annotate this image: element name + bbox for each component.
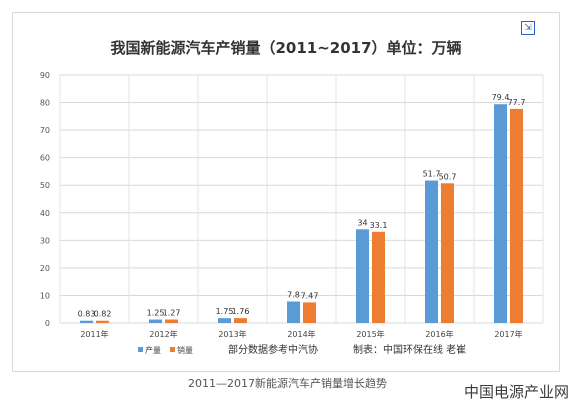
x-tick-label: 2014年 [287, 329, 315, 339]
y-tick-label: 20 [40, 264, 50, 273]
bar-sales [234, 318, 247, 323]
y-tick-label: 10 [40, 291, 50, 300]
y-axis: 0 10 20 30 40 50 60 70 80 90 [40, 71, 50, 328]
y-tick-label: 90 [40, 71, 50, 80]
legend-label: 产量 [145, 345, 161, 355]
data-label: 51.7 [423, 170, 441, 179]
bar-sales [441, 183, 454, 323]
y-tick-label: 50 [40, 181, 50, 190]
legend-label: 销量 [177, 345, 193, 355]
y-tick-label: 80 [40, 99, 50, 108]
data-label: 7.47 [301, 291, 319, 300]
bar-production [494, 104, 507, 323]
bar-production [425, 180, 438, 323]
figure-caption: 2011—2017新能源汽车产销量增长趋势 [188, 377, 387, 390]
y-tick-label: 70 [40, 126, 50, 135]
x-axis: 2011年 2012年 2013年 2014年 2015年 2016年 2017年 [80, 329, 522, 339]
data-label: 34 [357, 218, 367, 227]
data-labels: 0.830.82 1.251.27 1.751.76 7.8 7.47 34 33.1 51.… [78, 93, 526, 319]
bar-chart: 我国新能源汽车产销量（2011~2017）单位：万辆 0 10 20 30 40 50 60… [40, 39, 544, 356]
chart-frame: 我国新能源汽车产销量（2011~2017）单位：万辆 0 10 20 30 40 50 60… [12, 12, 560, 372]
data-label: 7.8 [287, 291, 300, 300]
grid-lines [59, 74, 544, 324]
data-label: 1.75 [216, 307, 234, 316]
x-tick-label: 2017年 [494, 329, 522, 339]
watermark-text: 中国电源产业网 [463, 383, 569, 401]
x-tick-label: 2012年 [149, 329, 177, 339]
bar-sales [372, 231, 385, 323]
expand-icon[interactable]: ⇲ [521, 21, 535, 35]
bar-sales [165, 319, 178, 323]
legend: 产量 销量 [138, 345, 193, 355]
bar-production [218, 318, 231, 323]
data-label: 0.82 [94, 310, 112, 319]
data-label: 1.25 [147, 309, 165, 318]
bar-production [356, 229, 369, 323]
data-label: 79.4 [492, 93, 510, 102]
bar-production [149, 319, 162, 323]
y-tick-label: 40 [40, 209, 50, 218]
x-tick-label: 2013年 [218, 329, 246, 339]
bar-sales [303, 302, 316, 323]
y-tick-label: 30 [40, 236, 50, 245]
y-tick-label: 60 [40, 154, 50, 163]
data-label: 1.76 [232, 307, 250, 316]
x-tick-label: 2016年 [425, 329, 453, 339]
x-tick-label: 2015年 [356, 329, 384, 339]
data-label: 77.7 [508, 98, 526, 107]
y-tick-label: 0 [45, 319, 50, 328]
legend-swatch [170, 347, 175, 352]
bar-sales [96, 320, 109, 323]
source-note: 部分数据参考中汽协 [228, 343, 318, 356]
bars [80, 104, 523, 323]
author-note: 制表：中国环保在线 老崔 [353, 343, 466, 356]
bar-production [287, 301, 300, 323]
data-label: 0.83 [78, 310, 96, 319]
bar-sales [510, 108, 523, 323]
bar-production [80, 320, 93, 323]
data-label: 50.7 [439, 172, 457, 181]
data-label: 1.27 [163, 309, 181, 318]
data-label: 33.1 [370, 221, 388, 230]
legend-swatch [138, 347, 143, 352]
chart-title: 我国新能源汽车产销量（2011~2017）单位：万辆 [110, 39, 461, 57]
x-tick-label: 2011年 [80, 329, 108, 339]
